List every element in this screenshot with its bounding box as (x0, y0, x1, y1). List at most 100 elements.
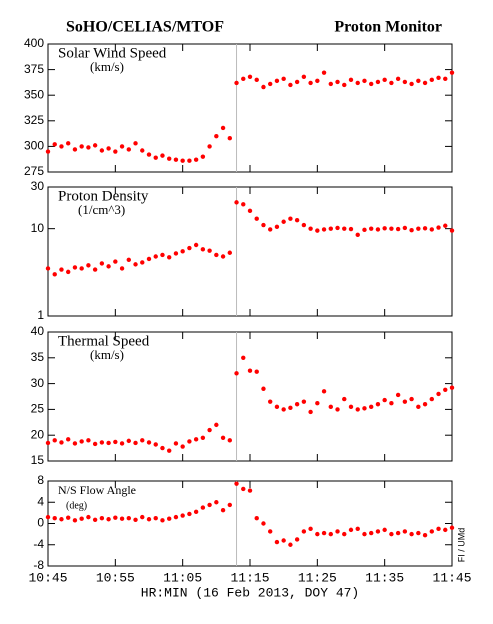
data-point (294, 402, 300, 407)
data-point (402, 399, 408, 404)
header-left: SoHO/CELIAS/MTOF (66, 19, 224, 36)
data-point (382, 77, 387, 83)
data-point (348, 77, 354, 83)
data-point (193, 437, 199, 442)
data-point (416, 226, 421, 231)
data-point (389, 80, 394, 86)
y-tick-label: 25 (31, 402, 45, 416)
data-point (449, 525, 455, 530)
y-tick-label: 275 (24, 164, 44, 178)
data-point (395, 392, 401, 398)
data-point (308, 526, 313, 532)
data-point (288, 405, 293, 411)
data-point (59, 144, 64, 149)
data-point (254, 369, 259, 374)
data-point (113, 149, 118, 154)
panel-title: Proton Density (58, 188, 149, 204)
data-point (261, 521, 266, 526)
data-point (247, 368, 253, 373)
data-point (187, 245, 192, 251)
data-point (173, 441, 179, 446)
data-point (362, 531, 367, 537)
data-point (140, 438, 145, 443)
data-point (113, 515, 118, 520)
y-tick-label: 30 (31, 179, 45, 193)
data-point (214, 252, 219, 258)
panel-subtitle: (deg) (66, 500, 87, 511)
data-point (274, 404, 280, 410)
data-point (79, 516, 84, 521)
data-point (443, 527, 448, 533)
data-point (214, 500, 219, 505)
data-point (227, 136, 232, 141)
data-point (355, 232, 360, 238)
data-point (52, 515, 57, 521)
data-point (160, 153, 165, 158)
data-point (167, 448, 172, 453)
data-point (281, 219, 286, 224)
y-tick-label: 350 (24, 87, 44, 101)
data-point (355, 80, 360, 86)
data-point (342, 82, 347, 88)
data-point (167, 516, 172, 521)
data-point (369, 226, 374, 231)
header-right: Proton Monitor (334, 19, 442, 36)
data-point (436, 75, 441, 80)
y-tick-label: 400 (24, 36, 44, 50)
data-point (395, 76, 401, 82)
data-point (241, 76, 246, 82)
data-point (416, 78, 421, 84)
data-point (153, 515, 158, 521)
data-point (335, 407, 340, 412)
data-point (86, 145, 91, 150)
data-point (106, 264, 111, 269)
data-point (99, 515, 105, 521)
y-tick-label: -8 (33, 558, 44, 572)
data-point (146, 440, 152, 445)
data-point (72, 518, 78, 523)
data-point (429, 227, 434, 232)
data-point (92, 517, 98, 522)
data-point (395, 226, 401, 232)
data-point (402, 79, 408, 85)
y-tick-label: -4 (33, 537, 44, 551)
data-point (207, 502, 212, 508)
data-point (66, 515, 71, 520)
data-point (187, 511, 192, 517)
data-point (160, 252, 165, 258)
data-point (173, 251, 179, 256)
data-point (173, 514, 179, 520)
data-point (140, 260, 145, 265)
data-point (395, 530, 401, 536)
data-point (153, 254, 158, 259)
data-point (247, 208, 253, 214)
data-point (119, 144, 125, 149)
data-point (369, 81, 374, 87)
data-point (119, 441, 125, 446)
data-point (382, 527, 387, 533)
data-point (59, 440, 64, 445)
y-tick-label: 300 (24, 139, 44, 153)
data-point (59, 267, 64, 272)
data-point (422, 402, 428, 407)
x-tick-label: 11:15 (230, 570, 269, 585)
y-tick-label: 8 (37, 473, 44, 487)
data-point (119, 516, 125, 521)
data-point (113, 259, 118, 264)
data-point (227, 250, 232, 255)
data-point (66, 437, 71, 442)
data-point (389, 531, 394, 537)
data-point (234, 200, 239, 205)
y-tick-label: 20 (31, 427, 45, 441)
data-point (443, 223, 448, 228)
data-point (140, 514, 145, 520)
data-point (133, 517, 138, 522)
data-point (180, 158, 185, 163)
data-point (200, 154, 206, 159)
data-point (86, 263, 91, 268)
data-point (193, 509, 199, 515)
data-point (234, 481, 239, 486)
y-tick-label: 35 (31, 350, 45, 364)
data-point (167, 156, 172, 161)
data-point (126, 438, 131, 444)
